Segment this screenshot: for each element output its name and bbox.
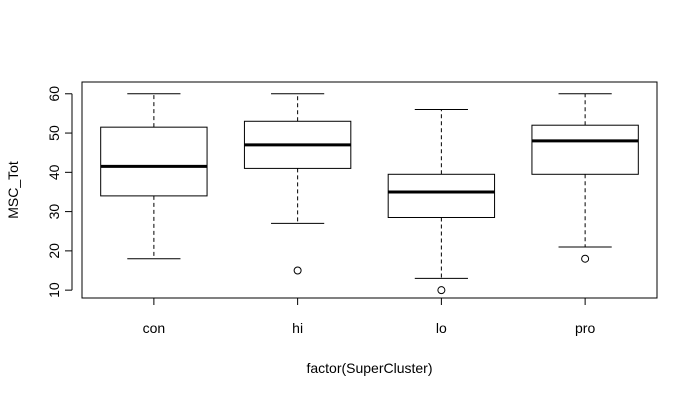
y-tick-label: 40 (46, 164, 62, 180)
y-tick-label: 60 (46, 86, 62, 102)
outlier-point (293, 266, 302, 275)
y-axis-label: MSC_Tot (5, 161, 21, 219)
iqr-box (531, 124, 639, 175)
outlier-point (581, 254, 590, 263)
outlier-point (437, 286, 446, 295)
x-axis: con hi lo pro (143, 297, 595, 336)
x-tick-label: hi (292, 320, 303, 336)
x-axis-label: factor(SuperCluster) (306, 360, 432, 376)
x-tick-label: lo (436, 320, 447, 336)
y-tick-label: 20 (46, 243, 62, 259)
box-group-hi (243, 93, 352, 275)
iqr-box (100, 126, 208, 197)
boxes (100, 93, 639, 295)
y-tick-label: 10 (46, 282, 62, 298)
y-tick-label: 50 (46, 125, 62, 141)
y-axis: 10 20 30 40 50 60 (46, 86, 73, 298)
box-group-lo (387, 108, 496, 295)
x-tick-label: con (143, 320, 166, 336)
box-group-con (100, 93, 208, 260)
box-group-pro (531, 93, 639, 263)
y-tick-label: 30 (46, 204, 62, 220)
x-tick-label: pro (575, 320, 595, 336)
iqr-box (387, 173, 496, 218)
